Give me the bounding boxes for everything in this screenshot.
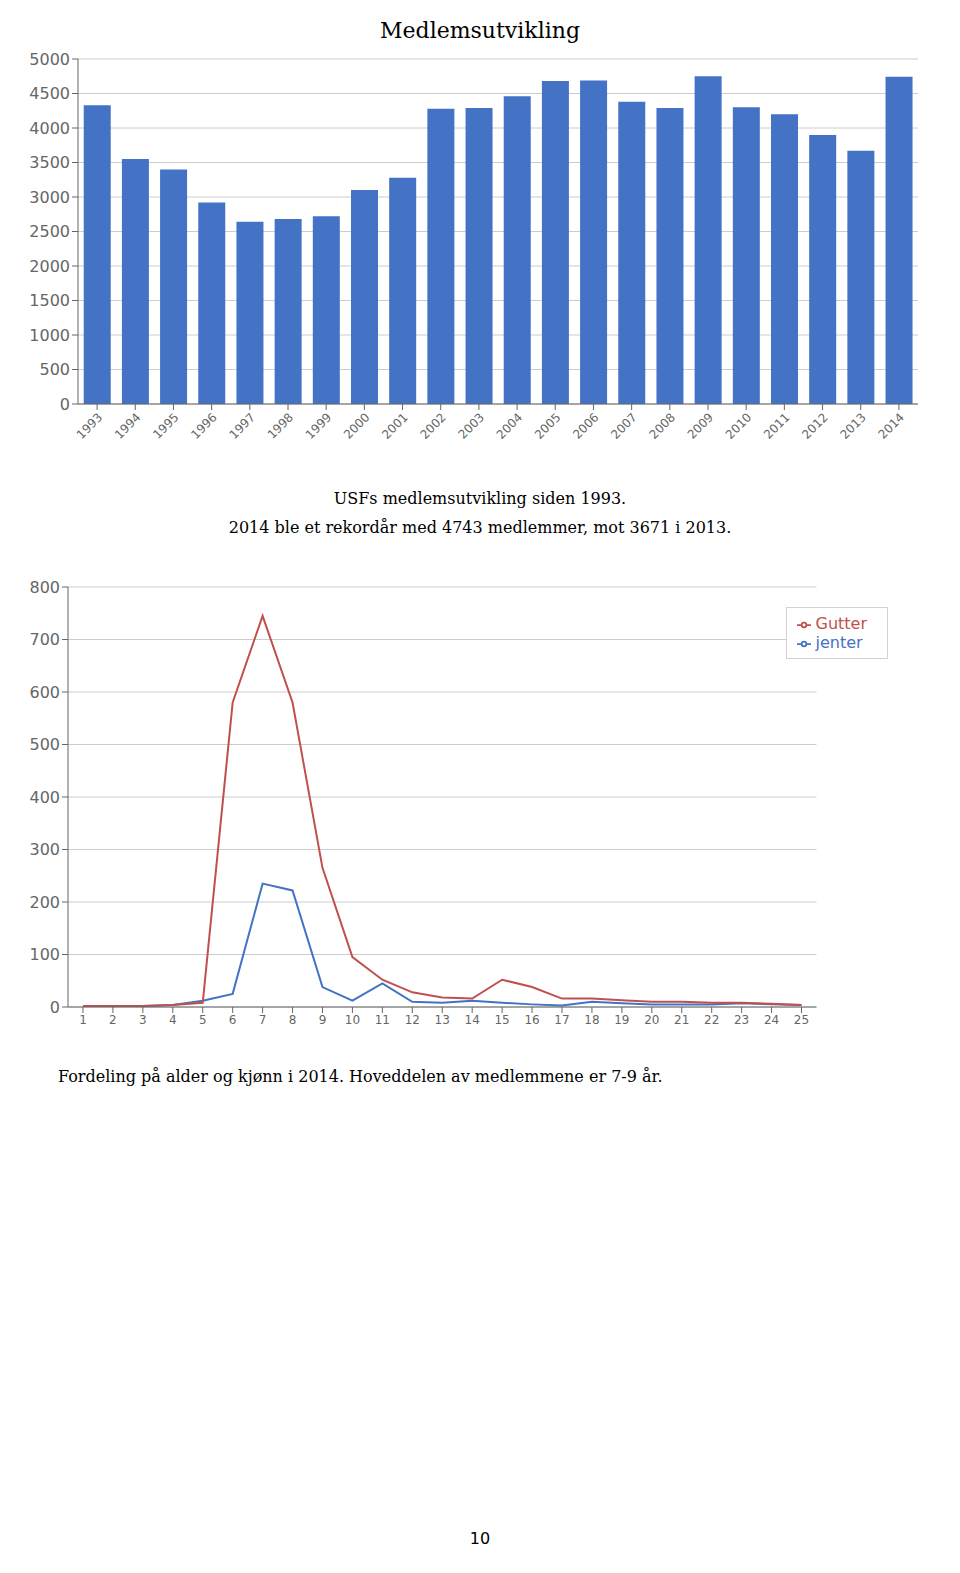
svg-text:1993: 1993 [74, 410, 105, 441]
svg-text:18: 18 [584, 1013, 599, 1027]
svg-text:5: 5 [199, 1013, 207, 1027]
svg-text:500: 500 [29, 735, 60, 754]
svg-text:3500: 3500 [29, 153, 70, 172]
svg-text:1995: 1995 [150, 410, 181, 441]
svg-text:2009: 2009 [685, 410, 716, 441]
svg-text:2000: 2000 [29, 257, 70, 276]
svg-text:2005: 2005 [532, 410, 563, 441]
svg-text:1500: 1500 [29, 291, 70, 310]
svg-text:21: 21 [674, 1013, 689, 1027]
svg-text:6: 6 [229, 1013, 237, 1027]
html-text:USFs medlemsutvikling siden 19: USFs medlemsutvikling siden 1993. [333, 489, 627, 508]
svg-text:700: 700 [29, 630, 60, 649]
svg-text:10: 10 [345, 1013, 360, 1027]
svg-text:7: 7 [259, 1013, 267, 1027]
svg-text:20: 20 [644, 1013, 659, 1027]
svg-text:11: 11 [375, 1013, 390, 1027]
svg-text:2010: 2010 [723, 410, 754, 441]
svg-text:24: 24 [764, 1013, 779, 1027]
html-text:jenter: jenter [815, 633, 863, 652]
svg-text:13: 13 [435, 1013, 450, 1027]
svg-text:14: 14 [465, 1013, 480, 1027]
svg-text:500: 500 [39, 360, 70, 379]
svg-text:12: 12 [405, 1013, 420, 1027]
html-text:Gutter: Gutter [815, 614, 867, 633]
svg-text:5000: 5000 [29, 50, 70, 69]
svg-text:2007: 2007 [608, 410, 639, 441]
svg-text:4: 4 [169, 1013, 177, 1027]
svg-text:2004: 2004 [494, 410, 525, 441]
svg-text:9: 9 [319, 1013, 327, 1027]
svg-text:15: 15 [494, 1013, 509, 1027]
svg-text:16: 16 [524, 1013, 539, 1027]
svg-text:1996: 1996 [188, 410, 219, 441]
svg-text:100: 100 [29, 945, 60, 964]
svg-text:2011: 2011 [761, 410, 792, 441]
svg-text:2: 2 [109, 1013, 117, 1027]
svg-text:400: 400 [29, 788, 60, 807]
svg-text:1: 1 [79, 1013, 87, 1027]
html-text:Fordeling på alder og kjønn i: Fordeling på alder og kjønn i 2014. Hove… [58, 1067, 663, 1086]
svg-text:0: 0 [50, 998, 60, 1017]
svg-text:2008: 2008 [646, 410, 677, 441]
svg-text:1000: 1000 [29, 326, 70, 345]
svg-text:300: 300 [29, 840, 60, 859]
svg-text:2013: 2013 [837, 410, 868, 441]
svg-text:23: 23 [734, 1013, 749, 1027]
svg-text:17: 17 [554, 1013, 569, 1027]
svg-text:3000: 3000 [29, 188, 70, 207]
svg-text:4000: 4000 [29, 119, 70, 138]
svg-text:2001: 2001 [379, 410, 410, 441]
svg-text:1999: 1999 [303, 410, 334, 441]
svg-text:2006: 2006 [570, 410, 601, 441]
svg-text:1994: 1994 [112, 410, 143, 441]
svg-text:2012: 2012 [799, 410, 830, 441]
html-text:Medlemsutvikling: Medlemsutvikling [380, 18, 580, 43]
svg-text:2002: 2002 [417, 410, 448, 441]
svg-text:2003: 2003 [456, 410, 487, 441]
svg-text:4500: 4500 [29, 84, 70, 103]
svg-text:800: 800 [29, 578, 60, 597]
svg-text:25: 25 [794, 1013, 809, 1027]
svg-text:2500: 2500 [29, 222, 70, 241]
html-text:10: 10 [469, 1529, 491, 1548]
svg-text:200: 200 [29, 893, 60, 912]
svg-text:8: 8 [289, 1013, 297, 1027]
svg-text:2014: 2014 [876, 410, 907, 441]
svg-text:1997: 1997 [226, 410, 257, 441]
svg-text:3: 3 [139, 1013, 147, 1027]
html-text:2014 ble et rekordår med 4743: 2014 ble et rekordår med 4743 medlemmer,… [228, 518, 732, 537]
svg-text:1998: 1998 [265, 410, 296, 441]
svg-text:0: 0 [60, 395, 70, 414]
svg-text:19: 19 [614, 1013, 629, 1027]
svg-text:600: 600 [29, 683, 60, 702]
svg-text:2000: 2000 [341, 410, 372, 441]
svg-text:22: 22 [704, 1013, 719, 1027]
